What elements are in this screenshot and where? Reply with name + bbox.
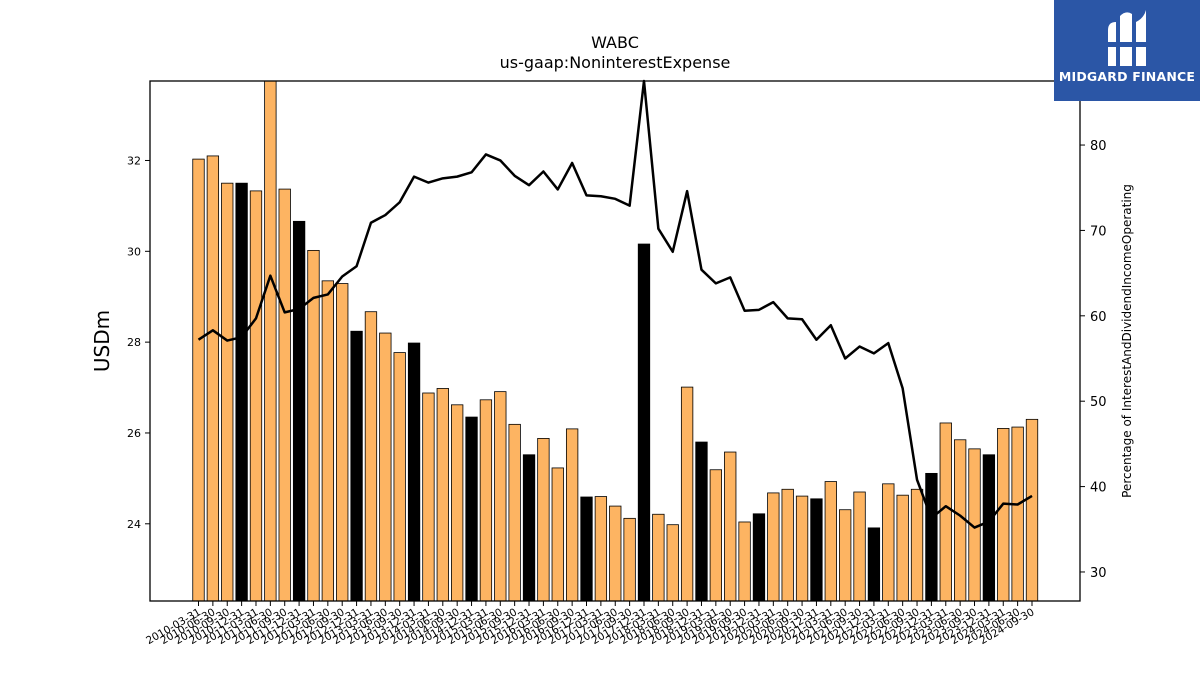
bar-2021-06-30: [839, 509, 852, 602]
bar-2011-12-31: [292, 220, 306, 602]
bar-2012-06-30: [321, 280, 334, 602]
bar-2011-09-30: [278, 188, 291, 602]
bar-2024-03-31: [997, 428, 1010, 602]
bar-2014-03-31: [422, 392, 435, 602]
bar-2018-09-30: [680, 386, 694, 602]
bar-2016-06-30: [551, 467, 564, 602]
bar-2022-12-31: [925, 472, 938, 602]
bar-group: [192, 80, 1039, 602]
y-tick-label: 24: [127, 518, 141, 531]
bar-2015-06-30: [494, 391, 507, 602]
y2-tick-label: 80: [1090, 139, 1107, 154]
bar-2023-03-31: [939, 422, 952, 602]
bar-2017-09-30: [623, 517, 636, 602]
bar-2017-12-31: [637, 243, 651, 602]
bar-2021-12-31: [867, 527, 881, 602]
bar-2024-06-30: [1011, 426, 1024, 602]
bar-2014-12-31: [465, 416, 478, 602]
bar-2022-06-30: [896, 494, 909, 602]
y-tick-label: 32: [127, 154, 141, 167]
bar-2013-09-30: [393, 352, 406, 602]
bar-2013-12-31: [407, 342, 421, 602]
bar-2019-12-31: [752, 513, 766, 602]
bar-2012-03-31: [307, 249, 320, 602]
brand-logo: MIDGARD FINANCE: [1054, 0, 1200, 101]
y-tick-label: 30: [127, 245, 141, 258]
midgard-logo-icon: [1108, 10, 1146, 66]
bar-2010-03-31: [192, 158, 205, 602]
chart-title: WABC: [591, 33, 639, 52]
bar-2014-09-30: [451, 404, 464, 602]
x-axis-ticks: 2010-03-312010-06-302010-09-302010-12-31…: [144, 601, 1037, 647]
bar-2011-06-30: [264, 80, 277, 602]
bar-2023-12-31: [982, 454, 996, 602]
y-axis-ticks: 24 26 28 30 32: [127, 154, 150, 531]
y2-tick-label: 50: [1090, 395, 1107, 410]
bar-2015-12-31: [522, 454, 536, 602]
bar-2019-03-31: [709, 469, 722, 602]
bar-2021-09-30: [853, 491, 866, 602]
bar-2020-03-31: [767, 492, 780, 602]
bar-2019-09-30: [738, 521, 751, 602]
y2-axis-label: Percentage of InterestAndDividendIncomeO…: [1120, 184, 1134, 498]
bar-2022-03-31: [882, 483, 895, 602]
y-tick-label: 26: [127, 427, 141, 440]
bar-2013-03-31: [364, 311, 378, 602]
series-line: [197, 79, 1033, 529]
plot-frame: [149, 80, 1081, 602]
bar-2010-06-30: [206, 155, 220, 602]
bar-2018-03-31: [652, 513, 665, 602]
bar-2013-06-30: [379, 332, 392, 602]
bar-2017-06-30: [609, 505, 622, 602]
bar-2011-03-31: [249, 190, 263, 602]
bar-2020-06-30: [781, 488, 794, 602]
bar-2012-09-30: [336, 283, 349, 602]
bar-2016-12-31: [580, 496, 593, 602]
bar-2019-06-30: [724, 451, 737, 602]
bar-2020-09-30: [795, 495, 809, 602]
bar-2021-03-31: [824, 481, 837, 602]
y-axis-label: USDm: [90, 310, 114, 372]
y2-tick-label: 60: [1090, 310, 1107, 325]
bar-2015-09-30: [508, 423, 521, 602]
bar-2018-12-31: [695, 441, 708, 602]
bar-2018-06-30: [666, 524, 679, 602]
y2-axis-ticks: 30 40 50 60 70 80: [1080, 139, 1107, 581]
bar-2022-09-30: [910, 488, 924, 602]
bar-2010-09-30: [221, 182, 234, 602]
bar-2012-12-31: [350, 330, 363, 602]
y-tick-label: 28: [127, 336, 141, 349]
logo-text: MIDGARD FINANCE: [1058, 69, 1196, 84]
chart-subtitle: us-gaap:NoninterestExpense: [500, 53, 731, 72]
bar-2015-03-31: [479, 399, 493, 602]
bar-2016-09-30: [565, 428, 579, 602]
bar-2014-06-30: [436, 388, 449, 602]
y2-tick-label: 70: [1090, 224, 1107, 239]
bar-2017-03-31: [594, 496, 608, 602]
bar-2020-12-31: [810, 498, 823, 602]
y2-tick-label: 40: [1090, 481, 1107, 496]
bar-2016-03-31: [537, 438, 550, 602]
y2-tick-label: 30: [1090, 566, 1107, 581]
bar-2024-09-30: [1025, 418, 1039, 602]
bar-2010-12-31: [235, 182, 248, 602]
